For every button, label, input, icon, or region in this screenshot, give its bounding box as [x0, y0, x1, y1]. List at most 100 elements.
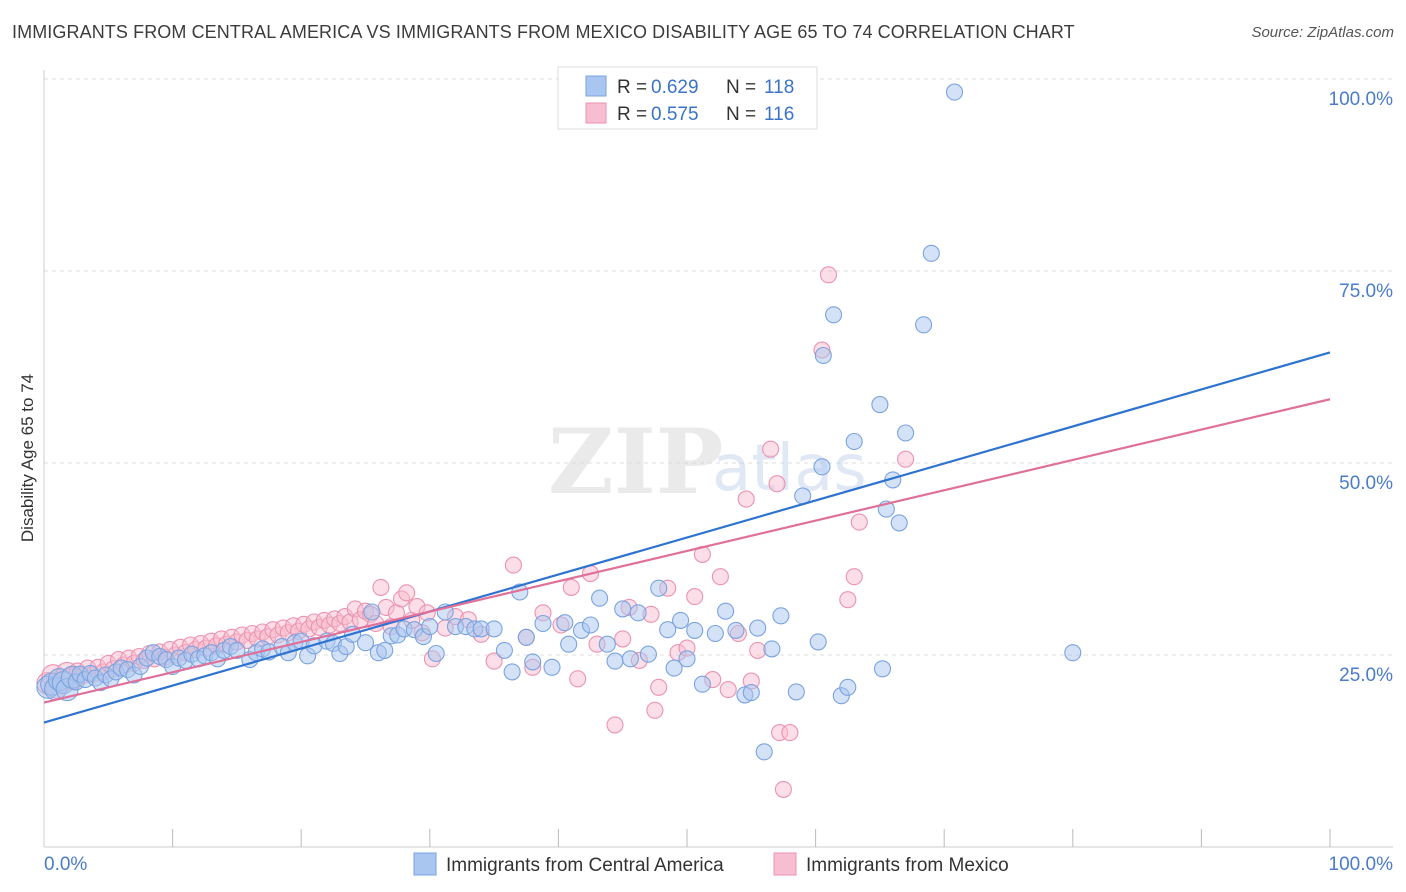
point-mexico [606, 716, 624, 734]
point-mexico [650, 678, 668, 696]
point-mexico [749, 641, 767, 659]
stats-legend: R = 0.629 N = 118 R = 0.575 N = 116 [557, 66, 818, 130]
stats-legend-r-value-1: 0.629 [651, 77, 699, 98]
point-mexico [711, 568, 729, 586]
watermark-zip: ZIP [548, 409, 723, 515]
point-central-america [495, 641, 513, 659]
bottom-legend-swatch-pink [773, 852, 797, 876]
y-tick-label: 25.0% [1339, 665, 1393, 686]
stats-legend-r-value-2: 0.575 [651, 104, 699, 125]
point-mexico [737, 490, 755, 508]
point-mexico [398, 584, 416, 602]
point-central-america [356, 634, 375, 652]
point-central-america [871, 396, 889, 414]
point-mexico [719, 681, 737, 699]
tick-label-layer: 25.0% 50.0% 75.0% 100.0% 0.0% 100.0% [44, 89, 1393, 875]
point-central-america [606, 652, 624, 670]
point-central-america [727, 621, 745, 639]
y-tick-label: 75.0% [1339, 281, 1393, 302]
stats-legend-swatch-pink [585, 102, 607, 124]
point-central-america [809, 633, 827, 651]
point-mexico [774, 780, 792, 798]
y-axis-title: Disability Age 65 to 74 [18, 374, 37, 542]
point-central-america [534, 614, 552, 633]
chart-source: Source: ZipAtlas.com [1251, 24, 1394, 41]
point-mexico [781, 724, 799, 742]
point-central-america [543, 658, 561, 676]
point-central-america [814, 346, 832, 365]
point-central-america [890, 514, 908, 532]
point-central-america [614, 600, 632, 618]
point-central-america [915, 316, 933, 334]
chart-title: IMMIGRANTS FROM CENTRAL AMERICA VS IMMIG… [12, 22, 1075, 42]
point-central-america [650, 579, 668, 597]
stats-legend-n-value-1: 118 [764, 77, 794, 98]
point-central-america [693, 675, 711, 693]
point-central-america [376, 641, 394, 659]
y-tick-label: 100.0% [1329, 89, 1394, 110]
stats-legend-r-label-1: R = [617, 77, 647, 98]
point-mexico [614, 630, 632, 648]
point-central-america [678, 650, 696, 668]
points-layer [36, 83, 1082, 798]
point-central-america [772, 607, 790, 625]
point-central-america [763, 640, 781, 658]
axis-layer [43, 70, 1393, 848]
trend-line-central-america [43, 351, 1331, 724]
point-central-america [706, 624, 724, 643]
point-central-america [598, 635, 616, 653]
point-central-america [945, 83, 964, 101]
trend-line-mexico [43, 398, 1331, 704]
point-central-america [787, 683, 805, 701]
point-mexico [646, 701, 664, 719]
point-central-america [1064, 644, 1082, 662]
point-central-america [922, 244, 940, 262]
point-central-america [621, 650, 639, 668]
point-central-america [629, 604, 647, 622]
point-central-america [665, 659, 683, 677]
point-mexico [768, 475, 786, 493]
stats-legend-n-label-1: N = [726, 77, 756, 98]
y-tick-label: 50.0% [1339, 473, 1393, 494]
bottom-legend-label-blue: Immigrants from Central America [446, 855, 724, 876]
stats-legend-n-label-2: N = [726, 104, 756, 125]
point-central-america [749, 619, 767, 637]
point-central-america [517, 628, 535, 646]
point-mexico [897, 450, 915, 468]
point-central-america [581, 616, 600, 634]
point-central-america [560, 635, 578, 653]
point-central-america [717, 602, 735, 620]
point-central-america [524, 653, 542, 671]
watermark-atlas: atlas [712, 432, 867, 506]
point-central-america [639, 645, 657, 663]
point-central-america [556, 614, 574, 632]
point-central-america [672, 611, 690, 629]
point-mexico [762, 440, 780, 458]
point-central-america [742, 684, 760, 702]
point-central-america [839, 678, 857, 696]
point-mexico [562, 578, 580, 596]
x-tick-label: 0.0% [44, 854, 87, 875]
x-tick-label: 100.0% [1329, 854, 1394, 875]
point-central-america [897, 424, 915, 442]
point-central-america [228, 641, 246, 659]
point-central-america [755, 743, 773, 761]
point-mexico [686, 588, 704, 606]
point-central-america [659, 621, 677, 639]
point-central-america [363, 603, 381, 621]
point-mexico [504, 556, 522, 574]
point-mexico [845, 568, 863, 586]
point-central-america [421, 618, 439, 636]
point-mexico [372, 578, 390, 596]
point-central-america [503, 663, 521, 681]
trend-layer [43, 351, 1331, 724]
point-central-america [591, 589, 609, 607]
stats-legend-r-label-2: R = [617, 104, 647, 125]
point-mexico [850, 513, 868, 531]
bottom-legend-swatch-blue [413, 852, 437, 876]
bottom-legend: Immigrants from Central America Immigran… [413, 852, 1009, 876]
point-central-america [873, 660, 892, 678]
point-central-america [825, 306, 843, 324]
point-mexico [485, 652, 503, 670]
